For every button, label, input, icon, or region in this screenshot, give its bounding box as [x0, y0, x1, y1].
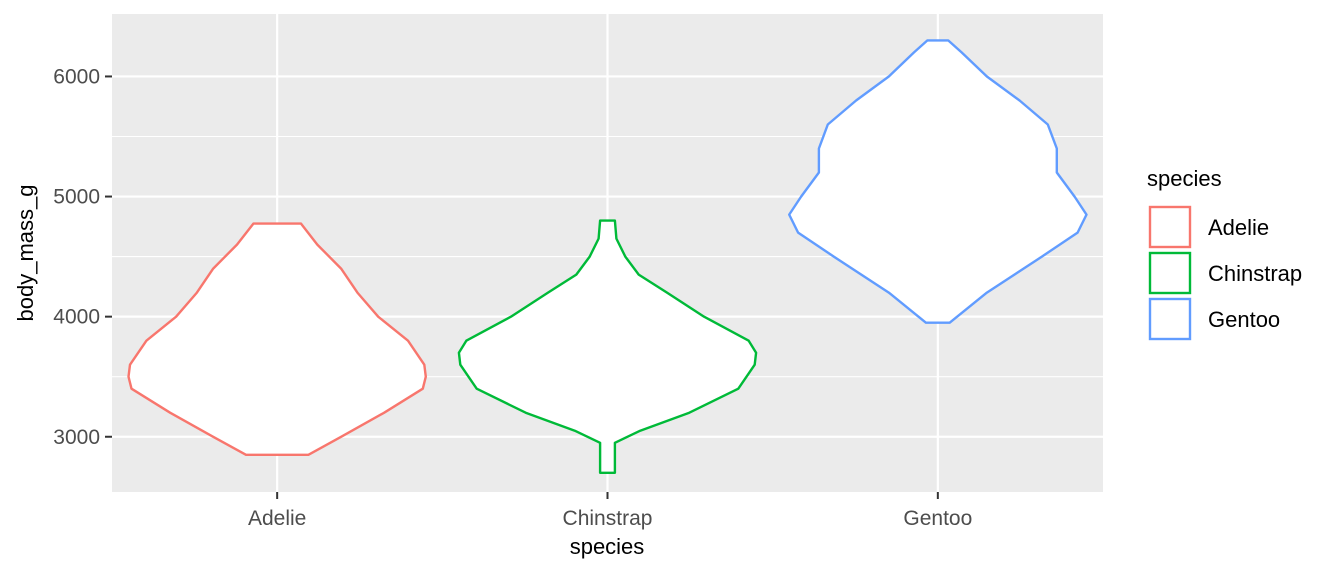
y-axis-title: body_mass_g — [13, 185, 38, 322]
legend-title: species — [1147, 166, 1222, 191]
violin-gentoo — [788, 39, 1088, 324]
violin-adelie — [127, 222, 427, 456]
legend-key-adelie — [1148, 205, 1192, 249]
legend-label: Gentoo — [1208, 307, 1280, 332]
x-axis-title: species — [570, 534, 645, 559]
y-tick-label: 6000 — [53, 65, 100, 88]
x-tick-label: Gentoo — [903, 507, 972, 530]
x-tick-label: Chinstrap — [563, 507, 653, 530]
y-axis: 3000 4000 5000 6000 — [53, 65, 112, 449]
x-axis: Adelie Chinstrap Gentoo — [248, 492, 972, 530]
y-tick-label: 4000 — [53, 306, 100, 329]
legend-key-gentoo — [1148, 297, 1192, 341]
legend-label: Adelie — [1208, 215, 1269, 240]
legend-label: Chinstrap — [1208, 261, 1302, 286]
violins — [127, 39, 1088, 474]
legend-key-chinstrap — [1148, 251, 1192, 295]
x-tick-label: Adelie — [248, 507, 306, 530]
y-tick-label: 5000 — [53, 186, 100, 209]
y-tick-label: 3000 — [53, 426, 100, 449]
legend: species Adelie Chinstrap Gentoo — [1147, 166, 1302, 341]
violin-chinstrap — [457, 219, 758, 474]
